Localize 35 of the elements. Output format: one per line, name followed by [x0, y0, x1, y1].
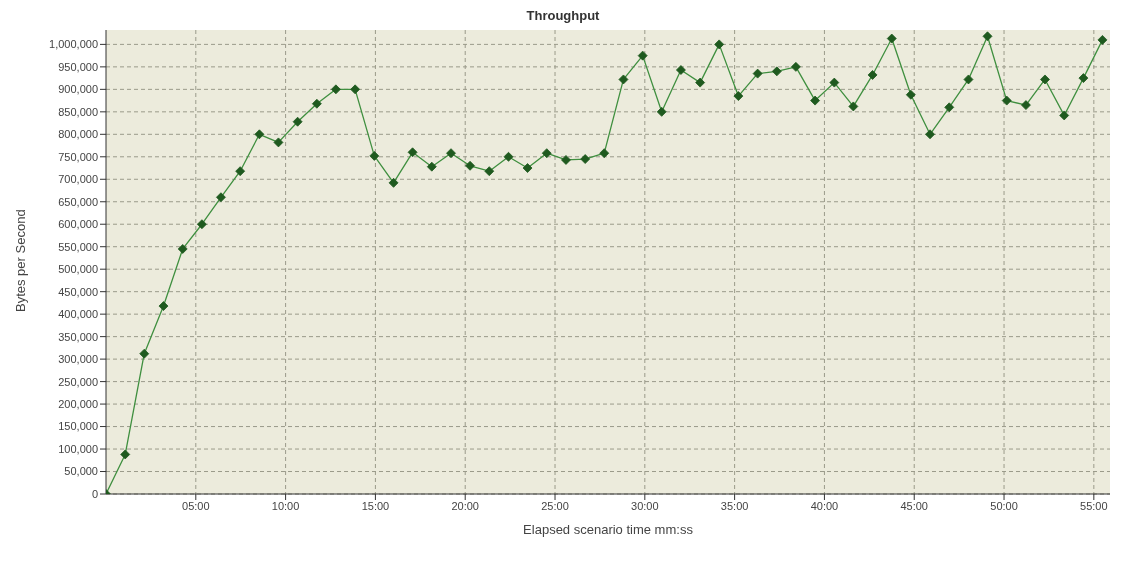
x-axis-title: Elapsed scenario time mm:ss	[523, 522, 694, 537]
y-tick-label: 150,000	[58, 420, 98, 433]
y-tick-label: 300,000	[58, 353, 98, 366]
x-tick-label: 15:00	[361, 499, 390, 512]
x-tick-label: 30:00	[631, 499, 659, 512]
y-tick-label: 550,000	[58, 240, 98, 253]
y-tick-label: 950,000	[58, 60, 98, 73]
x-tick-label: 10:00	[271, 499, 300, 512]
y-tick-label: 700,000	[58, 173, 98, 186]
x-tick-label: 40:00	[810, 499, 839, 512]
y-axis-title: Bytes per Second	[12, 209, 28, 312]
y-tick-label: 250,000	[58, 375, 98, 388]
y-tick-label: 350,000	[58, 330, 98, 343]
x-tick-label: 20:00	[451, 499, 479, 512]
y-tick-label: 500,000	[58, 263, 98, 276]
y-tick-label: 1,000,000	[49, 38, 98, 51]
x-tick-label: 35:00	[720, 499, 749, 512]
y-tick-label: 100,000	[58, 442, 98, 455]
y-tick-label: 800,000	[58, 128, 98, 141]
chart-title: Throughput	[525, 8, 601, 25]
x-tick-label: 25:00	[541, 499, 569, 512]
y-tick-label: 850,000	[58, 105, 98, 118]
x-tick-label: 55:00	[1080, 499, 1108, 512]
y-tick-label: 750,000	[58, 150, 98, 163]
x-tick-label: 50:00	[990, 499, 1018, 512]
x-tick-label: 45:00	[900, 499, 928, 512]
y-tick-label: 200,000	[58, 397, 98, 410]
y-tick-label: 650,000	[58, 195, 98, 208]
y-tick-label: 50,000	[64, 465, 98, 478]
x-tick-label: 05:00	[182, 499, 210, 512]
y-tick-label: 450,000	[58, 285, 98, 298]
y-tick-label: 900,000	[58, 83, 98, 96]
y-tick-label: 0	[91, 487, 98, 500]
y-tick-label: 600,000	[58, 218, 98, 231]
y-tick-label: 400,000	[58, 308, 98, 321]
